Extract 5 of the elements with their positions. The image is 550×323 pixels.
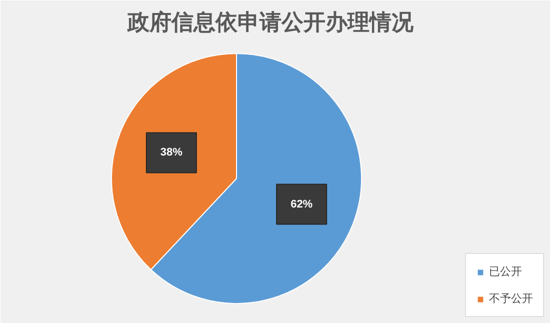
- data-label: 62%: [290, 198, 313, 210]
- chart-title: 政府信息依申请公开办理情况: [126, 10, 414, 36]
- data-label: 38%: [160, 146, 183, 159]
- legend-label: 不予公开: [489, 291, 533, 306]
- legend-label: 已公开: [489, 264, 522, 279]
